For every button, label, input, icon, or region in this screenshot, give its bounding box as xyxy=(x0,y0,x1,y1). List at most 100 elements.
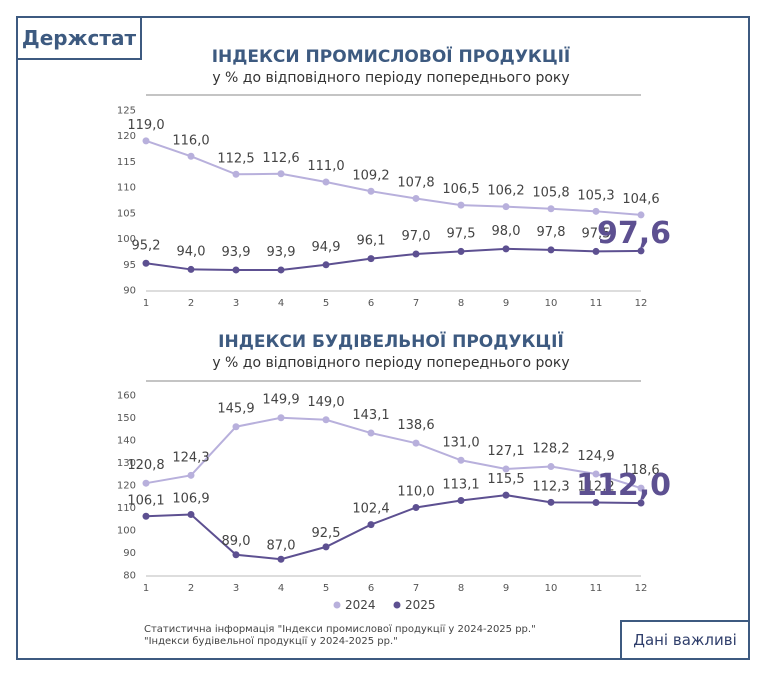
y-tick-label: 90 xyxy=(123,286,136,297)
data-point xyxy=(142,137,150,145)
data-point xyxy=(367,187,375,195)
y-tick-label: 105 xyxy=(117,208,136,219)
data-label: 128,2 xyxy=(532,442,569,457)
data-point xyxy=(592,247,600,255)
data-point xyxy=(187,152,195,160)
data-label: 112,3 xyxy=(532,479,569,494)
data-point xyxy=(457,456,465,464)
data-label: 98,0 xyxy=(492,224,521,239)
y-tick-label: 160 xyxy=(117,391,136,402)
x-tick-label: 5 xyxy=(323,298,329,309)
y-tick-label: 110 xyxy=(117,183,136,194)
data-point xyxy=(322,543,330,551)
y-tick-label: 150 xyxy=(117,413,136,424)
data-point xyxy=(457,497,465,505)
x-tick-label: 4 xyxy=(278,298,284,309)
x-tick-label: 6 xyxy=(368,583,374,594)
y-tick-label: 95 xyxy=(123,260,136,271)
data-label: 138,6 xyxy=(397,418,434,433)
data-point xyxy=(322,416,330,424)
data-point xyxy=(277,414,285,422)
x-tick-label: 12 xyxy=(635,298,648,309)
data-label: 149,0 xyxy=(307,395,344,410)
data-label: 106,5 xyxy=(442,182,479,197)
data-point xyxy=(457,247,465,255)
industrial-chart-subtitle: у % до відповідного періоду попереднього… xyxy=(212,70,569,86)
data-point xyxy=(187,265,195,273)
source-line-2: "Індекси будівельної продукції у 2024-20… xyxy=(144,636,398,647)
legend-marker-2025 xyxy=(393,601,401,609)
data-point xyxy=(142,479,150,487)
y-tick-label: 130 xyxy=(117,458,136,469)
y-tick-label: 115 xyxy=(117,157,136,168)
x-tick-label: 3 xyxy=(233,583,239,594)
data-label: 149,9 xyxy=(262,393,299,408)
data-point xyxy=(637,211,645,219)
data-point xyxy=(142,259,150,267)
x-tick-label: 8 xyxy=(458,583,464,594)
data-point xyxy=(412,194,420,202)
data-label: 106,1 xyxy=(127,493,164,508)
y-tick-label: 120 xyxy=(117,481,136,492)
construction-chart-subtitle: у % до відповідного періоду попереднього… xyxy=(212,355,569,371)
data-point xyxy=(322,178,330,186)
data-point xyxy=(187,471,195,479)
derzhstat-logo: Держстат xyxy=(16,16,142,60)
data-point xyxy=(592,470,600,478)
chart-legend: 2024 2025 xyxy=(333,598,436,612)
x-tick-label: 7 xyxy=(413,298,419,309)
y-tick-label: 110 xyxy=(117,503,136,514)
data-point xyxy=(367,255,375,263)
data-point xyxy=(502,491,510,499)
data-label: 89,0 xyxy=(222,534,251,549)
x-tick-label: 5 xyxy=(323,583,329,594)
series-line-2025 xyxy=(145,247,642,271)
data-label: 119,0 xyxy=(127,118,164,133)
data-label: 97,5 xyxy=(447,226,476,241)
data-point xyxy=(412,439,420,447)
data-label: 96,1 xyxy=(357,234,386,249)
data-point xyxy=(277,266,285,274)
data-point xyxy=(142,512,150,520)
data-label: 112,6 xyxy=(262,151,299,166)
x-tick-label: 11 xyxy=(590,298,603,309)
series-line-2024 xyxy=(145,139,642,216)
data-point xyxy=(547,463,555,471)
y-tick-label: 100 xyxy=(117,234,136,245)
data-label: 115,5 xyxy=(487,472,524,487)
data-label: 113,1 xyxy=(442,478,479,493)
y-tick-label: 100 xyxy=(117,526,136,537)
data-point xyxy=(232,423,240,431)
data-point xyxy=(637,247,645,255)
data-point xyxy=(547,498,555,506)
data-label: 112,2 xyxy=(577,480,614,495)
data-label: 106,9 xyxy=(172,491,209,506)
data-label: 97,8 xyxy=(537,225,566,240)
x-tick-label: 2 xyxy=(188,298,194,309)
source-note: Статистична інформація "Індекси промисло… xyxy=(144,624,536,648)
data-point xyxy=(637,484,645,492)
data-label: 107,8 xyxy=(397,175,434,190)
data-label: 109,2 xyxy=(352,168,389,183)
x-tick-label: 7 xyxy=(413,583,419,594)
x-tick-label: 4 xyxy=(278,583,284,594)
source-line-1: Статистична інформація "Індекси промисло… xyxy=(144,624,536,635)
legend-label-2025: 2025 xyxy=(405,598,436,612)
data-point xyxy=(232,551,240,559)
data-label: 110,0 xyxy=(397,485,434,500)
x-tick-label: 9 xyxy=(503,583,509,594)
series-line-2024 xyxy=(145,416,642,490)
data-label: 97,5 xyxy=(582,226,611,241)
data-point xyxy=(592,499,600,507)
data-point xyxy=(232,170,240,178)
data-label: 97,0 xyxy=(402,229,431,244)
data-label: 93,9 xyxy=(222,245,251,260)
x-tick-label: 1 xyxy=(143,583,149,594)
x-tick-label: 12 xyxy=(635,583,648,594)
infographic-frame xyxy=(16,16,750,660)
data-label: 120,8 xyxy=(127,458,164,473)
data-point xyxy=(367,521,375,529)
legend-label-2024: 2024 xyxy=(345,598,376,612)
